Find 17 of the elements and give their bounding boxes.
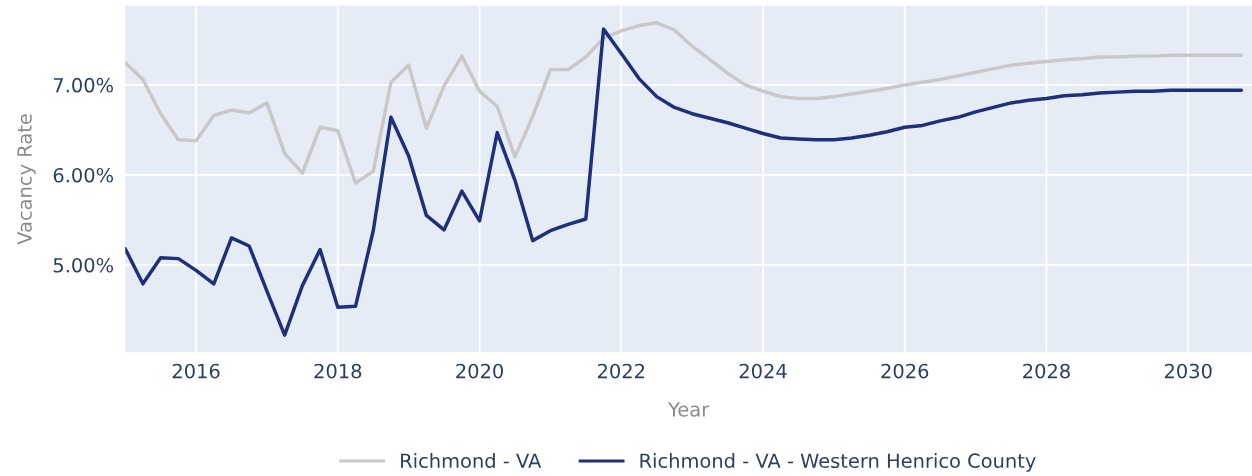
x-tick-label: 2020 [456,363,503,379]
x-tick-label: 2026 [881,363,929,379]
x-tick-label: 2016 [172,363,220,379]
x-tick-label: 2018 [314,363,362,379]
line-series [125,27,1244,337]
y-axis-title: Vacancy Rate [17,114,36,245]
line-series [125,21,1244,185]
x-tick-label: 2024 [739,363,787,379]
x-tick-label: 2028 [1023,363,1070,379]
legend-label: Richmond - VA - Western Henrico County [640,453,1036,472]
y-tick-label: 7.00% [53,77,114,93]
x-tick-label: 2030 [1164,363,1212,379]
x-tick-label: 2022 [597,363,645,379]
legend-label: Richmond - VA [401,453,542,469]
y-tick-label: 6.00% [53,167,114,183]
y-tick-label: 5.00% [53,257,114,273]
x-axis-title: Year [667,402,710,417]
